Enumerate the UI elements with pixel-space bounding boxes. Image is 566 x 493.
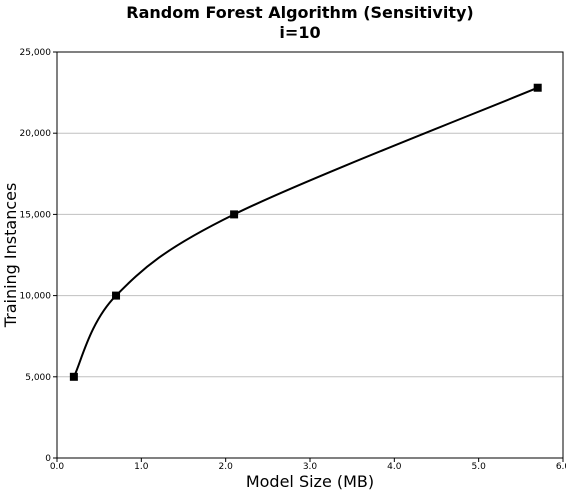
x-tick-label: 6.0 [556, 462, 566, 472]
y-tick-label: 15,000 [20, 210, 52, 220]
y-axis-ticks: 0 5,000 10,000 15,000 20,000 25,000 [20, 48, 57, 464]
data-point-marker [230, 210, 239, 219]
x-tick-label: 0.0 [50, 462, 65, 472]
y-tick-label: 0 [45, 454, 51, 464]
y-tick-label: 25,000 [20, 48, 52, 58]
x-tick-label: 2.0 [219, 462, 234, 472]
y-tick-label: 5,000 [25, 373, 51, 383]
y-tick-label: 10,000 [20, 292, 52, 302]
series-group [69, 83, 542, 381]
y-tick-label: 20,000 [20, 129, 52, 139]
data-point-marker [69, 372, 78, 381]
y-axis-title: Training Instances [1, 183, 20, 329]
x-tick-label: 4.0 [387, 462, 402, 472]
series-line [72, 86, 539, 378]
x-axis-title: Model Size (MB) [246, 472, 374, 491]
chart-title-line-2: i=10 [279, 23, 320, 42]
plot-area-border [56, 51, 564, 459]
x-axis-ticks: 0.0 1.0 2.0 3.0 4.0 5.0 6.0 [50, 458, 566, 472]
data-point-marker [112, 291, 121, 300]
chart-title-line-1: Random Forest Algorithm (Sensitivity) [126, 3, 473, 22]
x-tick-label: 3.0 [303, 462, 318, 472]
x-tick-label: 5.0 [472, 462, 487, 472]
data-point-marker [533, 83, 542, 92]
grid-lines [57, 132, 563, 378]
x-tick-label: 1.0 [134, 462, 149, 472]
